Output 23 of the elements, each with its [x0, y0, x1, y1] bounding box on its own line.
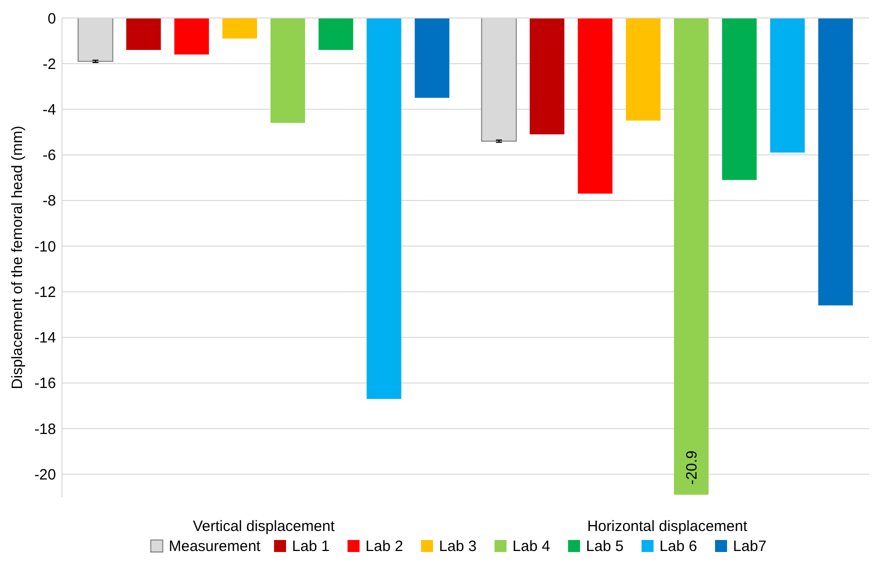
- y-tick-label: -6: [42, 147, 56, 164]
- y-tick-label: -18: [34, 420, 56, 438]
- x-tick-label: Vertical displacement: [192, 518, 336, 535]
- legend-label: Lab 5: [586, 538, 624, 555]
- y-tick-label: -8: [42, 192, 56, 210]
- y-axis-title: Displacement of the femoral head (mm): [9, 126, 26, 390]
- legend-label: Lab 3: [439, 538, 477, 555]
- x-tick-label: Horizontal displacement: [587, 518, 748, 535]
- y-tick-label: 0: [48, 10, 56, 28]
- y-tick-label: -16: [34, 375, 56, 392]
- y-tick-label: -4: [42, 101, 56, 118]
- legend-label: Lab7: [733, 538, 766, 555]
- legend-label: Lab 1: [292, 538, 330, 555]
- legend-label: Lab 2: [366, 538, 404, 555]
- data-label: -20.9: [684, 450, 701, 485]
- legend-label: Lab 4: [512, 538, 550, 555]
- legend-label: Lab 6: [660, 538, 698, 555]
- y-tick-label: -12: [34, 284, 56, 301]
- y-tick-label: -20: [34, 466, 56, 484]
- y-tick-label: -14: [34, 330, 56, 347]
- y-tick-label: -10: [34, 238, 56, 256]
- legend-label: Measurement: [168, 538, 262, 555]
- y-tick-label: -2: [42, 56, 56, 73]
